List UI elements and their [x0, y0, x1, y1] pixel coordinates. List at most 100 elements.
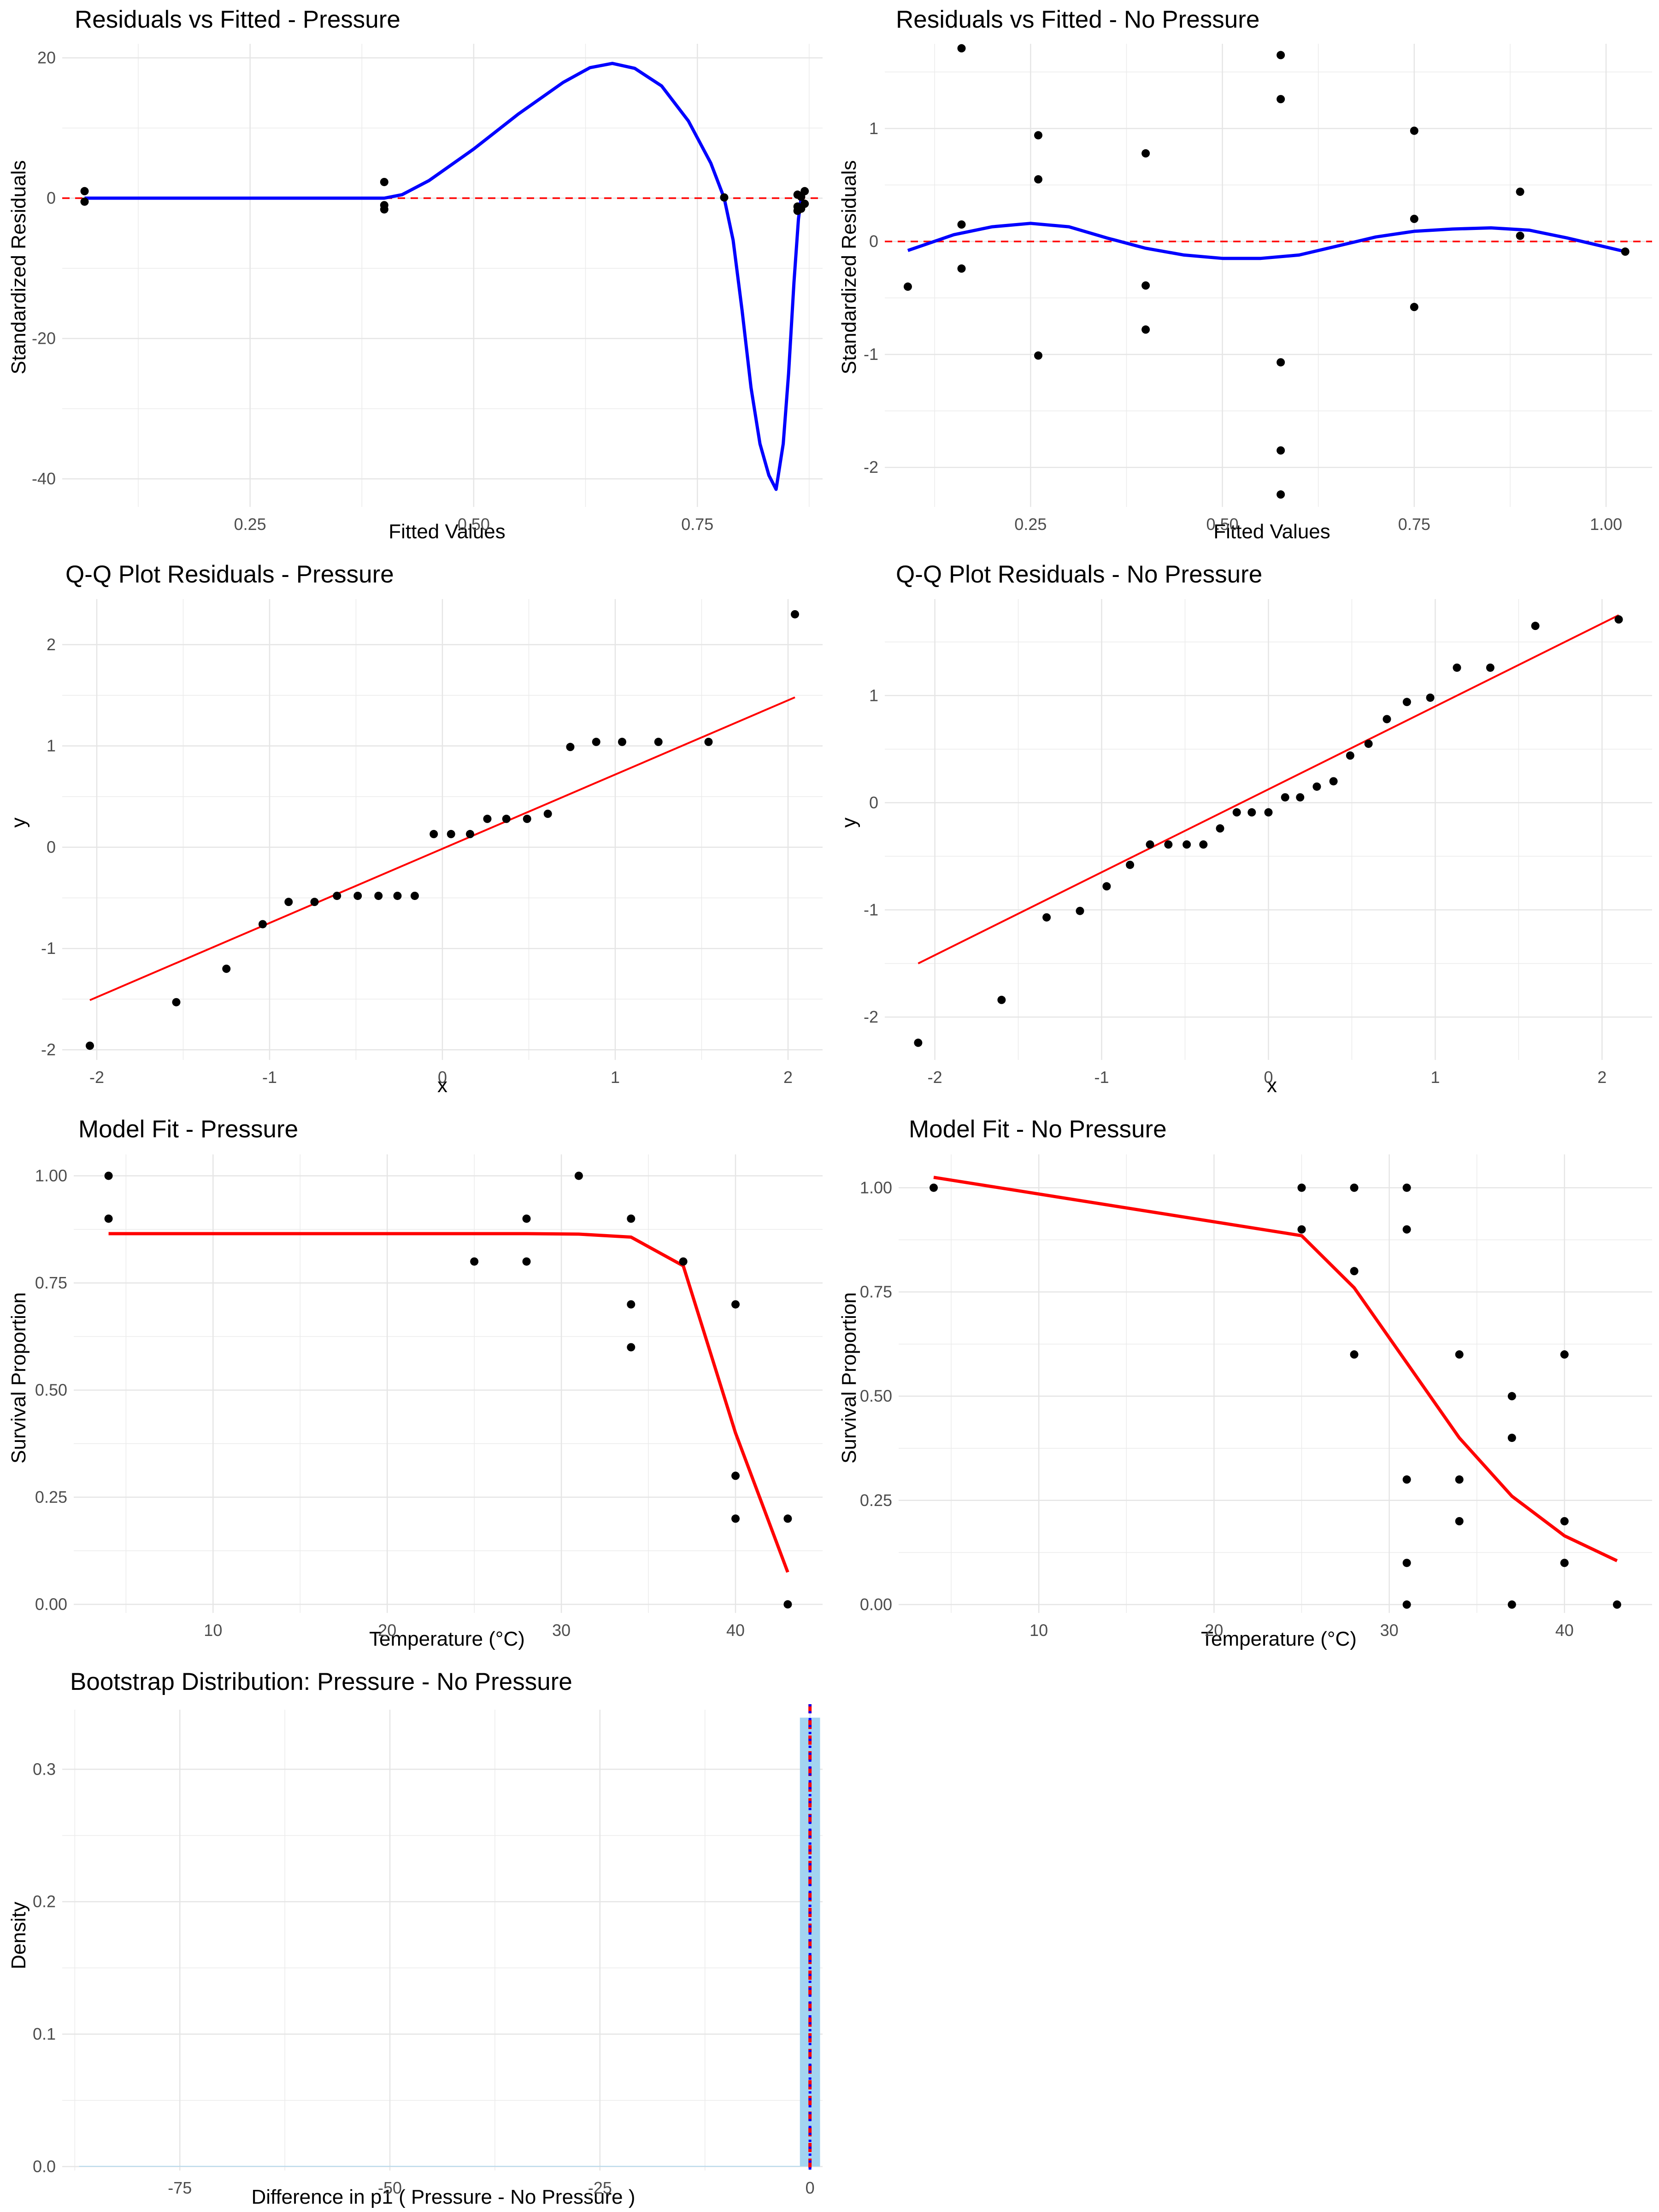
residuals-no-pressure-data-point [1277, 51, 1285, 59]
model-fit-no-pressure-title: Model Fit - No Pressure [909, 1116, 1167, 1143]
model-fit-no-pressure-data-point [1350, 1183, 1359, 1192]
qq-pressure-data-point [654, 737, 663, 746]
bootstrap-distribution-ytick-label: 0.3 [33, 1759, 56, 1778]
model-fit-no-pressure-data-point [1350, 1350, 1359, 1359]
qq-pressure-fit-line [89, 696, 795, 1001]
residuals-no-pressure-data-point [1277, 446, 1285, 455]
qq-pressure-data-point [86, 1041, 94, 1050]
residuals-no-pressure-data-point [1141, 281, 1150, 290]
model-fit-no-pressure-data-point [1507, 1434, 1516, 1442]
model-fit-no-pressure-ytick-label: 0.25 [860, 1491, 892, 1510]
residuals-pressure-data-point [380, 177, 388, 186]
qq-no-pressure-xtick-label: 0 [1264, 1068, 1273, 1087]
model-fit-pressure-data-point [522, 1214, 531, 1223]
model-fit-no-pressure-panel: Model Fit - No Pressure Temperature (°C)… [838, 1116, 1652, 1650]
qq-pressure-xtick-label: -1 [262, 1068, 277, 1087]
residuals-no-pressure-ytick-label: 1 [869, 119, 878, 138]
residuals-no-pressure-data-point [1034, 131, 1042, 140]
model-fit-pressure-xtick-label: 20 [378, 1621, 396, 1640]
qq-no-pressure-data-point [1102, 882, 1111, 891]
qq-no-pressure-data-point [1281, 793, 1289, 802]
model-fit-no-pressure-data-point [1560, 1517, 1569, 1525]
qq-no-pressure-data-point [1382, 715, 1391, 724]
model-fit-no-pressure-data-point [1297, 1183, 1306, 1192]
residuals-pressure-data-point [720, 193, 729, 202]
residuals-no-pressure-smooth-curve [907, 222, 1626, 260]
model-fit-pressure-data-point [783, 1600, 792, 1609]
qq-pressure-data-point [483, 814, 492, 823]
qq-no-pressure-title: Q-Q Plot Residuals - No Pressure [896, 561, 1262, 588]
model-fit-pressure-ytick-label: 0.50 [35, 1380, 67, 1399]
residuals-pressure-ytick-label: 0 [47, 188, 56, 207]
model-fit-pressure-xtick-label: 10 [204, 1621, 222, 1640]
qq-pressure-data-point [447, 830, 455, 838]
model-fit-no-pressure-data-point [930, 1183, 938, 1192]
model-fit-pressure-ylabel: Survival Proportion [7, 1292, 30, 1464]
model-fit-no-pressure-data-point [1455, 1475, 1464, 1484]
residuals-no-pressure-data-point [957, 220, 966, 229]
qq-pressure-xtick-label: 1 [611, 1068, 620, 1087]
bootstrap-distribution-xlabel: Difference in p1 ( Pressure - No Pressur… [251, 2186, 635, 2208]
qq-no-pressure-data-point [1329, 777, 1338, 786]
qq-pressure-data-point [592, 737, 600, 746]
qq-pressure-data-point [502, 814, 511, 823]
bootstrap-distribution-xtick-label: -50 [378, 2178, 402, 2197]
model-fit-no-pressure-data-point [1560, 1559, 1569, 1567]
residuals-no-pressure-plot-area [885, 44, 1652, 507]
qq-no-pressure-data-point [1126, 860, 1135, 869]
qq-pressure-ytick-label: -1 [41, 939, 56, 958]
model-fit-pressure-xtick-label: 40 [726, 1621, 745, 1640]
model-fit-pressure-data-point [627, 1214, 635, 1223]
residuals-no-pressure-data-point [1621, 247, 1630, 256]
qq-no-pressure-ytick-label: -2 [864, 1007, 878, 1026]
qq-pressure-data-point [393, 891, 402, 900]
qq-no-pressure-data-point [1182, 840, 1191, 849]
qq-pressure-ytick-label: -2 [41, 1040, 56, 1059]
qq-no-pressure-ytick-label: -1 [864, 900, 878, 919]
residuals-pressure-ytick-label: -40 [32, 469, 56, 488]
model-fit-pressure-panel: Model Fit - Pressure Temperature (°C) Su… [7, 1116, 823, 1650]
qq-pressure-data-point [172, 998, 181, 1006]
residuals-no-pressure-data-point [1410, 214, 1418, 223]
residuals-no-pressure-data-point [1277, 95, 1285, 104]
qq-no-pressure-data-point [1531, 622, 1540, 630]
bootstrap-distribution-xtick-label: -25 [588, 2178, 612, 2197]
model-fit-pressure-ytick-label: 0.00 [35, 1594, 67, 1613]
qq-pressure-data-point [523, 814, 531, 823]
residuals-pressure-data-point [80, 197, 89, 206]
qq-pressure-data-point [466, 830, 474, 838]
qq-pressure-data-point [429, 830, 438, 838]
model-fit-no-pressure-ylabel: Survival Proportion [838, 1292, 860, 1464]
qq-pressure-data-point [704, 737, 713, 746]
bootstrap-distribution-title: Bootstrap Distribution: Pressure - No Pr… [70, 1668, 572, 1695]
model-fit-pressure-data-point [627, 1300, 635, 1309]
qq-no-pressure-xtick-label: -2 [928, 1068, 942, 1087]
model-fit-pressure-ytick-label: 1.00 [35, 1166, 67, 1185]
model-fit-no-pressure-data-point [1455, 1350, 1464, 1359]
bootstrap-distribution-xtick-label: 0 [806, 2178, 815, 2197]
qq-pressure-data-point [791, 610, 799, 618]
model-fit-pressure-data-point [783, 1514, 792, 1523]
bootstrap-distribution-ytick-label: 0.0 [33, 2157, 56, 2176]
residuals-no-pressure-data-point [957, 264, 966, 273]
residuals-pressure-data-point [80, 187, 89, 195]
model-fit-pressure-data-point [627, 1343, 635, 1352]
model-fit-pressure-xtick-label: 30 [552, 1621, 571, 1640]
qq-pressure-xlabel: x [437, 1074, 447, 1097]
qq-pressure-data-point [543, 809, 552, 818]
model-fit-no-pressure-xtick-label: 30 [1380, 1621, 1399, 1640]
residuals-no-pressure-ylabel: Standardized Residuals [838, 160, 860, 375]
qq-no-pressure-data-point [997, 995, 1006, 1004]
model-fit-no-pressure-data-point [1402, 1559, 1411, 1567]
qq-no-pressure-xtick-label: 1 [1430, 1068, 1440, 1087]
model-fit-pressure-title: Model Fit - Pressure [78, 1116, 298, 1143]
residuals-pressure-smooth-curve [84, 62, 803, 491]
model-fit-no-pressure-data-point [1402, 1600, 1411, 1609]
model-fit-no-pressure-ytick-label: 0.50 [860, 1387, 892, 1406]
qq-no-pressure-data-point [1296, 793, 1305, 802]
model-fit-pressure-data-point [522, 1257, 531, 1266]
qq-no-pressure-data-point [1247, 808, 1256, 817]
model-fit-pressure-data-point [731, 1514, 740, 1523]
residuals-pressure-plot-area [62, 44, 823, 507]
